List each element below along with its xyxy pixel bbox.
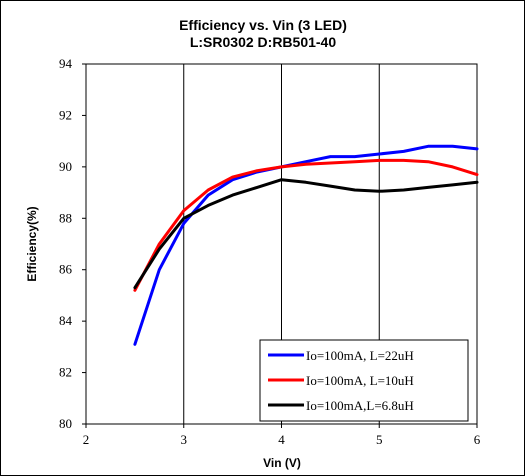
series-line-2	[133, 158, 479, 292]
x-axis-ticks: 2 3 4 5 6	[83, 424, 481, 447]
legend-label-3: Io=100mA,L=6.8uH	[306, 398, 414, 413]
y-axis-label: Efficiency(%)	[25, 206, 39, 281]
y-tick-label: 90	[59, 159, 72, 174]
series-lines	[133, 144, 479, 346]
x-tick-label: 4	[278, 432, 285, 447]
y-tick-label: 86	[59, 262, 73, 277]
legend-label-2: Io=100mA, L=10uH	[306, 373, 414, 388]
x-tick-label: 6	[474, 432, 481, 447]
x-tick-label: 2	[83, 432, 90, 447]
legend-label-1: Io=100mA, L=22uH	[306, 348, 414, 363]
y-tick-label: 88	[59, 210, 72, 225]
x-tick-label: 3	[181, 432, 188, 447]
y-tick-label: 92	[59, 107, 72, 122]
series-line-3	[133, 178, 479, 290]
y-axis-ticks: 80 82 84 86 88 90 92 94	[59, 56, 86, 431]
y-tick-label: 84	[59, 313, 73, 328]
y-tick-label: 82	[59, 365, 72, 380]
x-tick-label: 5	[376, 432, 383, 447]
legend: Io=100mA, L=22uH Io=100mA, L=10uH Io=100mA…	[259, 339, 469, 422]
series-line-1	[133, 144, 479, 346]
x-axis-label: Vin (V)	[263, 456, 301, 470]
chart-subtitle: L:SR0302 D:RB501-40	[190, 34, 336, 50]
y-tick-label: 94	[59, 56, 73, 71]
chart-title: Efficiency vs. Vin (3 LED)	[179, 17, 347, 33]
y-tick-label: 80	[59, 416, 72, 431]
